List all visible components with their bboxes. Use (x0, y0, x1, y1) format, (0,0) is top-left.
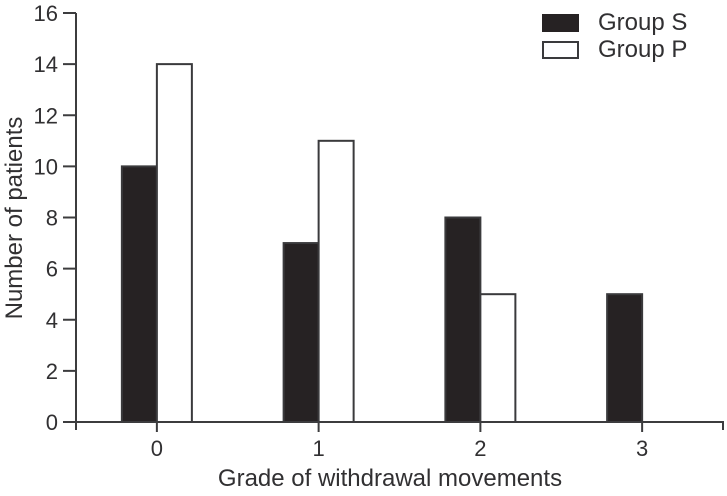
y-axis-title: Number of patients (1, 116, 28, 320)
bar-group-s (444, 216, 482, 423)
y-tick-label: 12 (34, 103, 58, 128)
legend: Group S Group P (542, 9, 688, 63)
legend-label-group-p: Group P (598, 36, 688, 63)
y-tick-label: 16 (34, 1, 58, 26)
y-tick-label: 8 (46, 206, 58, 231)
y-tick-label: 10 (34, 154, 58, 179)
legend-swatch-group-s (542, 14, 579, 32)
legend-label-group-s: Group S (598, 9, 688, 36)
bar-group-s (120, 165, 158, 423)
bar-group-s (282, 242, 320, 423)
bar-group-p (479, 293, 517, 423)
x-tick-label: 3 (636, 436, 648, 461)
legend-item-group-s: Group S (542, 9, 688, 36)
y-tick-label: 2 (46, 359, 58, 384)
bar-group-s (606, 293, 644, 423)
bar-group-p (317, 139, 355, 423)
bar-group-p (155, 63, 193, 423)
x-tick-label: 1 (313, 436, 325, 461)
y-tick-label: 14 (34, 52, 58, 77)
x-tick-label: 2 (474, 436, 486, 461)
x-tick-label: 0 (151, 436, 163, 461)
y-tick-label: 4 (46, 308, 58, 333)
y-tick-label: 0 (46, 410, 58, 435)
legend-item-group-p: Group P (542, 36, 688, 63)
y-tick-label: 6 (46, 257, 58, 282)
legend-swatch-group-p (542, 41, 579, 59)
x-axis-title: Grade of withdrawal movements (217, 465, 563, 492)
